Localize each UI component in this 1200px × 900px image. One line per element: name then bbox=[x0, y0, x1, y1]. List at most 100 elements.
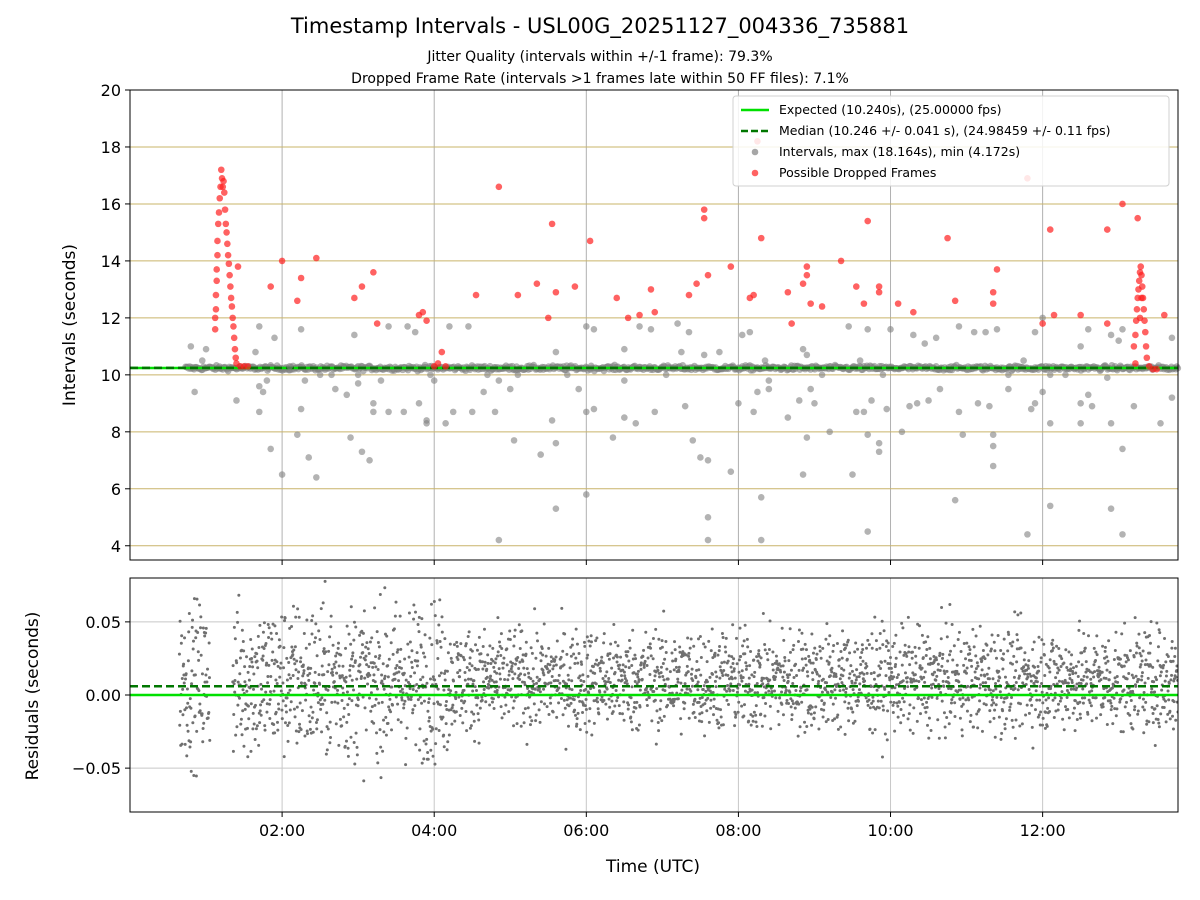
interval-point bbox=[400, 408, 408, 416]
residual-point bbox=[1134, 651, 1138, 655]
residual-point bbox=[677, 665, 681, 669]
residual-point bbox=[292, 707, 296, 711]
residual-point bbox=[946, 676, 950, 680]
residual-point bbox=[550, 660, 554, 664]
residual-point bbox=[584, 687, 588, 691]
residual-point bbox=[389, 641, 393, 645]
residual-point bbox=[1095, 653, 1099, 657]
residual-point bbox=[748, 664, 752, 668]
residual-point bbox=[964, 657, 968, 661]
residual-point bbox=[753, 691, 757, 695]
residual-point bbox=[1149, 690, 1153, 694]
residual-point bbox=[891, 711, 895, 715]
residual-point bbox=[797, 668, 801, 672]
residual-point bbox=[292, 657, 296, 661]
residual-point bbox=[1171, 659, 1175, 663]
residual-point bbox=[680, 688, 684, 692]
residual-point bbox=[534, 719, 538, 723]
residual-point bbox=[329, 736, 333, 740]
residual-point bbox=[869, 672, 873, 676]
residual-point bbox=[352, 740, 356, 744]
residual-point bbox=[690, 667, 694, 671]
residual-point bbox=[802, 666, 806, 670]
residual-point bbox=[513, 662, 517, 666]
interval-point bbox=[583, 491, 590, 498]
residual-point bbox=[421, 675, 425, 679]
residual-point bbox=[613, 640, 617, 644]
residual-point bbox=[1003, 675, 1007, 679]
residual-point bbox=[836, 682, 840, 686]
residual-point bbox=[1094, 658, 1098, 662]
residual-point bbox=[510, 670, 514, 674]
residual-point bbox=[726, 659, 730, 663]
residual-point bbox=[1163, 699, 1167, 703]
residual-point bbox=[422, 699, 426, 703]
residual-point bbox=[269, 675, 273, 679]
residual-point bbox=[299, 656, 303, 660]
residual-point bbox=[572, 652, 576, 656]
residual-point bbox=[455, 640, 459, 644]
residual-point bbox=[732, 667, 736, 671]
residual-point bbox=[1102, 656, 1106, 660]
residual-point bbox=[857, 675, 861, 679]
residual-point bbox=[607, 676, 611, 680]
residual-point bbox=[417, 615, 421, 619]
residual-point bbox=[728, 688, 732, 692]
dropped-frame-point bbox=[1161, 311, 1168, 319]
residual-point bbox=[539, 651, 543, 655]
residual-point bbox=[988, 720, 992, 724]
interval-point bbox=[750, 408, 757, 416]
residual-point bbox=[834, 675, 838, 679]
residual-point bbox=[737, 658, 741, 662]
residual-point bbox=[749, 723, 753, 727]
residual-point bbox=[699, 655, 703, 659]
residual-point bbox=[1164, 674, 1168, 678]
residual-point bbox=[198, 603, 202, 607]
residual-point bbox=[295, 741, 299, 745]
residual-point bbox=[236, 680, 240, 684]
residual-point bbox=[402, 671, 406, 675]
residual-point bbox=[956, 672, 960, 676]
residual-point bbox=[934, 658, 938, 662]
residual-point bbox=[407, 655, 411, 659]
residual-point bbox=[741, 644, 745, 648]
residual-point bbox=[694, 676, 698, 680]
dropped-frame-point bbox=[219, 183, 227, 191]
residual-point bbox=[315, 654, 319, 658]
residual-point bbox=[177, 652, 181, 656]
residual-point bbox=[757, 654, 761, 658]
dropped-frame-point bbox=[1138, 271, 1145, 279]
residual-point bbox=[971, 627, 975, 631]
residual-point bbox=[811, 651, 815, 655]
residual-point bbox=[1139, 654, 1143, 658]
residual-point bbox=[448, 642, 452, 646]
residual-point bbox=[531, 667, 535, 671]
interval-point bbox=[1031, 400, 1039, 407]
dropped-frame-point bbox=[224, 251, 232, 259]
residual-point bbox=[575, 722, 579, 726]
residual-point bbox=[262, 647, 266, 651]
residual-point bbox=[967, 645, 971, 649]
residual-point bbox=[262, 698, 266, 702]
residual-point bbox=[833, 688, 837, 692]
dropped-frame-point bbox=[230, 323, 237, 330]
residual-point bbox=[712, 713, 716, 717]
residual-point bbox=[323, 698, 327, 702]
residual-point bbox=[1073, 729, 1077, 733]
interval-point bbox=[906, 402, 913, 410]
residual-point bbox=[1032, 640, 1036, 644]
residual-point bbox=[648, 642, 652, 646]
residual-point bbox=[408, 640, 412, 644]
dropped-frame-point bbox=[636, 311, 643, 319]
residual-point bbox=[911, 731, 915, 735]
residual-point bbox=[336, 646, 340, 650]
residual-point bbox=[437, 623, 441, 627]
residual-point bbox=[926, 696, 930, 700]
residual-point bbox=[949, 701, 953, 705]
residual-point bbox=[283, 616, 287, 620]
residual-point bbox=[549, 701, 553, 705]
residual-point bbox=[886, 709, 890, 713]
residual-point bbox=[537, 708, 541, 712]
interval-point bbox=[795, 397, 803, 404]
residual-point bbox=[199, 653, 203, 657]
